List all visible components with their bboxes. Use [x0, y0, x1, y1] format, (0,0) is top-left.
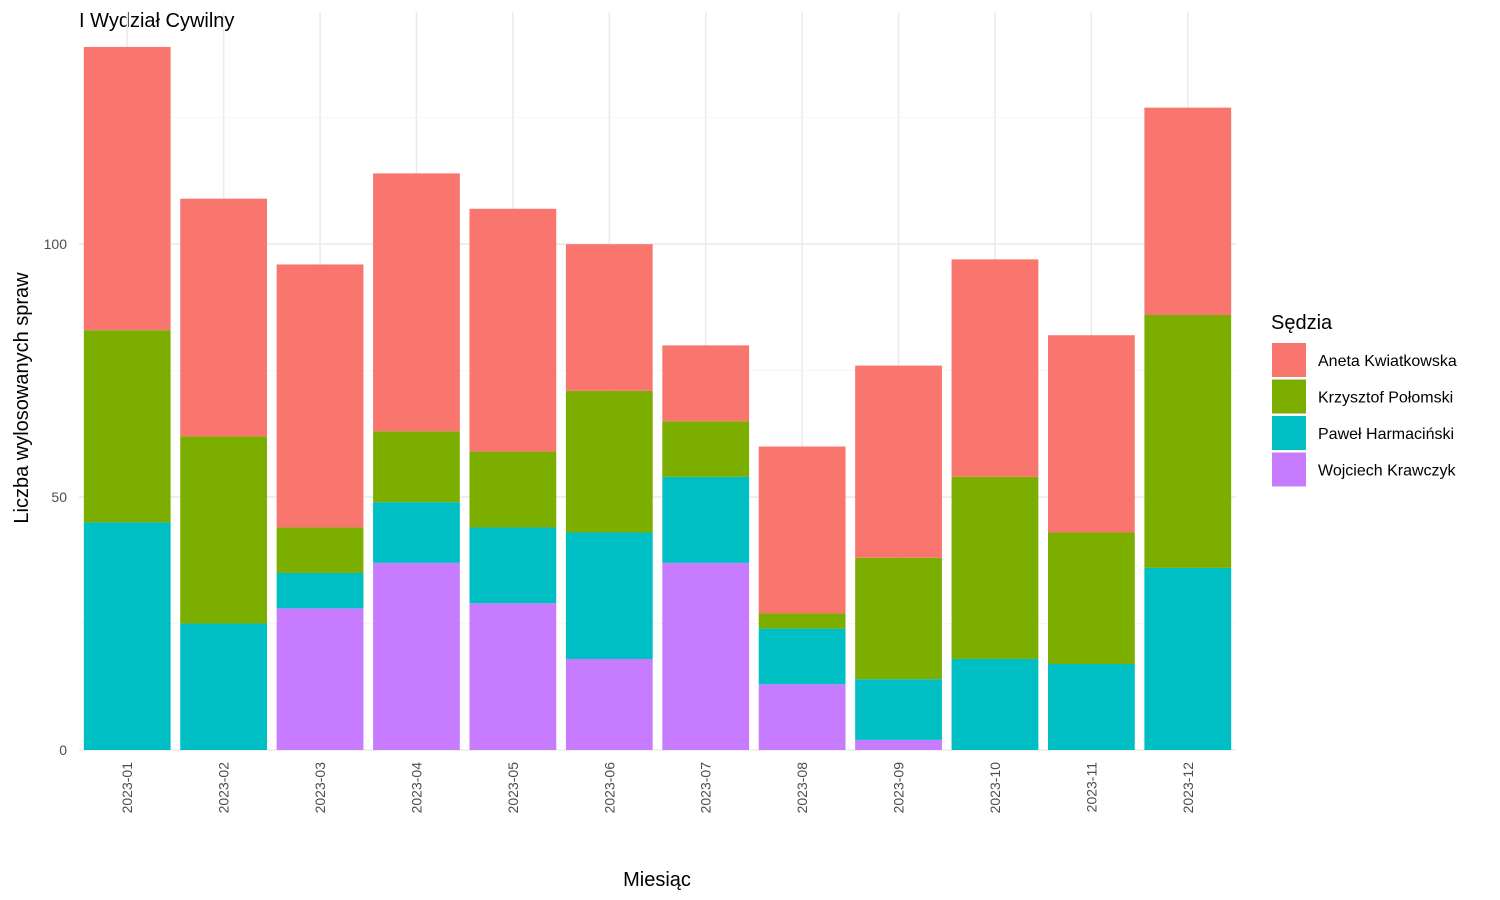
bar-pawel-harmacinski-2023-02 — [180, 623, 268, 750]
x-axis-title: Miesiąc — [623, 869, 691, 891]
bar-krzysztof-polomski-2023-05 — [469, 451, 557, 528]
y-tick-label: 0 — [59, 742, 67, 758]
bar-krzysztof-polomski-2023-07 — [662, 421, 750, 477]
bar-krzysztof-polomski-2023-11 — [1047, 532, 1135, 665]
bar-aneta-kwiatkowska-2023-01 — [83, 46, 171, 331]
legend-label-wojciech-krawczyk: Wojciech Krawczyk — [1318, 463, 1457, 480]
y-axis-title: Liczba wylosowanych spraw — [11, 272, 33, 524]
bar-pawel-harmacinski-2023-05 — [469, 527, 557, 604]
bar-krzysztof-polomski-2023-10 — [951, 476, 1039, 659]
bar-wojciech-krawczyk-2023-03 — [276, 608, 364, 750]
x-tick-label: 2023-04 — [408, 762, 424, 814]
bar-pawel-harmacinski-2023-07 — [662, 476, 750, 563]
legend-label-pawel-harmacinski: Paweł Harmaciński — [1318, 426, 1454, 443]
legend-label-aneta-kwiatkowska: Aneta Kwiatkowska — [1318, 353, 1457, 370]
bar-pawel-harmacinski-2023-08 — [758, 628, 846, 685]
bar-pawel-harmacinski-2023-01 — [83, 522, 171, 750]
bar-pawel-harmacinski-2023-03 — [276, 572, 364, 609]
bar-pawel-harmacinski-2023-11 — [1047, 664, 1135, 750]
legend-key-pawel-harmacinski — [1272, 416, 1306, 450]
x-tick-label: 2023-09 — [891, 762, 907, 814]
bar-aneta-kwiatkowska-2023-05 — [469, 208, 557, 452]
legend: Sędzia Aneta Kwiatkowska Krzysztof Połoms… — [1271, 312, 1457, 487]
x-tick-label: 2023-12 — [1180, 762, 1196, 814]
bar-aneta-kwiatkowska-2023-10 — [951, 259, 1039, 477]
bar-pawel-harmacinski-2023-06 — [565, 532, 653, 659]
bar-aneta-kwiatkowska-2023-04 — [373, 173, 460, 432]
bar-aneta-kwiatkowska-2023-07 — [662, 345, 750, 422]
legend-key-krzysztof-polomski — [1272, 379, 1306, 414]
bar-pawel-harmacinski-2023-10 — [951, 658, 1039, 750]
bar-wojciech-krawczyk-2023-09 — [855, 739, 942, 750]
x-tick-label: 2023-03 — [312, 762, 328, 814]
bar-krzysztof-polomski-2023-06 — [565, 390, 653, 533]
x-tick-label: 2023-10 — [987, 762, 1003, 814]
x-tick-label: 2023-08 — [794, 762, 810, 814]
x-tick-label: 2023-06 — [601, 762, 617, 814]
bar-wojciech-krawczyk-2023-08 — [758, 684, 846, 750]
bar-pawel-harmacinski-2023-09 — [855, 679, 942, 740]
bar-aneta-kwiatkowska-2023-02 — [180, 198, 268, 437]
legend-key-wojciech-krawczyk — [1272, 452, 1306, 487]
bar-pawel-harmacinski-2023-12 — [1144, 567, 1232, 750]
bar-wojciech-krawczyk-2023-05 — [469, 603, 557, 750]
bar-aneta-kwiatkowska-2023-06 — [565, 244, 653, 391]
bar-krzysztof-polomski-2023-03 — [276, 527, 364, 573]
x-tick-label: 2023-07 — [698, 762, 714, 814]
legend-title: Sędzia — [1271, 312, 1333, 334]
x-axis-ticks: 2023-01 2023-02 2023-03 2023-04 2023-05 2023-… — [119, 762, 1196, 814]
x-tick-label: 2023-11 — [1083, 762, 1099, 813]
bar-aneta-kwiatkowska-2023-09 — [855, 365, 942, 558]
bar-wojciech-krawczyk-2023-07 — [662, 562, 750, 750]
bar-aneta-kwiatkowska-2023-08 — [758, 446, 846, 614]
bar-aneta-kwiatkowska-2023-03 — [276, 264, 364, 528]
x-tick-label: 2023-05 — [505, 762, 521, 814]
bar-krzysztof-polomski-2023-08 — [758, 613, 846, 629]
chart-title: I Wydział Cywilny — [79, 10, 234, 32]
bar-krzysztof-polomski-2023-04 — [373, 431, 460, 503]
bar-krzysztof-polomski-2023-01 — [83, 330, 171, 523]
y-tick-label: 50 — [51, 489, 67, 505]
x-tick-label: 2023-01 — [119, 762, 135, 814]
legend-key-aneta-kwiatkowska — [1272, 343, 1306, 377]
bar-pawel-harmacinski-2023-04 — [373, 502, 460, 563]
y-axis-ticks: 0 50 100 — [44, 236, 68, 758]
bar-wojciech-krawczyk-2023-06 — [565, 658, 653, 750]
x-tick-label: 2023-02 — [216, 762, 232, 814]
bar-krzysztof-polomski-2023-12 — [1144, 315, 1232, 568]
bars-group — [83, 46, 1232, 750]
y-tick-label: 100 — [44, 236, 68, 252]
legend-label-krzysztof-polomski: Krzysztof Połomski — [1318, 390, 1453, 407]
bar-aneta-kwiatkowska-2023-12 — [1144, 107, 1232, 316]
bar-krzysztof-polomski-2023-02 — [180, 436, 268, 624]
bar-wojciech-krawczyk-2023-04 — [373, 562, 460, 750]
bar-aneta-kwiatkowska-2023-11 — [1047, 335, 1135, 533]
bar-krzysztof-polomski-2023-09 — [855, 557, 942, 680]
